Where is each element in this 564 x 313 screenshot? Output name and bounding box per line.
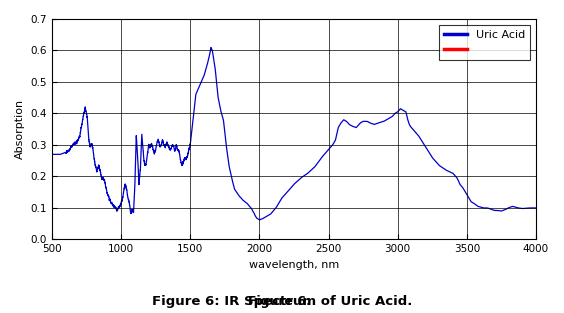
X-axis label: wavelength, nm: wavelength, nm bbox=[249, 260, 339, 270]
Text: Figure 6: IR Spectrum of Uric Acid.: Figure 6: IR Spectrum of Uric Acid. bbox=[152, 295, 412, 308]
Y-axis label: Absorption: Absorption bbox=[15, 99, 25, 159]
Legend: Uric Acid,  : Uric Acid, bbox=[439, 24, 530, 60]
Text: Figure 6:: Figure 6: bbox=[248, 295, 316, 308]
